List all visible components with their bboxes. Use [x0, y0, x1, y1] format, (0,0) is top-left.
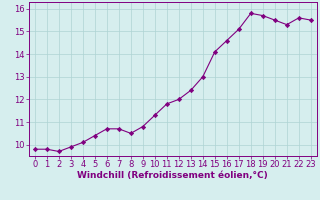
X-axis label: Windchill (Refroidissement éolien,°C): Windchill (Refroidissement éolien,°C): [77, 171, 268, 180]
